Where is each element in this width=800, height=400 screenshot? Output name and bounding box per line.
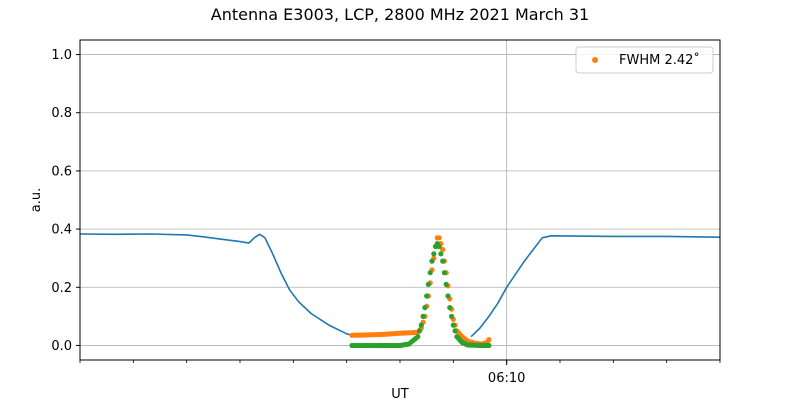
y-tick-label: 0.6 (51, 164, 72, 179)
scatter-point (440, 258, 446, 264)
series-line (79, 233, 353, 337)
scatter-point (452, 328, 458, 334)
series-line (470, 235, 721, 338)
scatter-point (486, 337, 492, 343)
scatter-point (449, 313, 455, 319)
y-tick-label: 0.8 (51, 106, 72, 121)
legend: FWHM 2.42˚ (575, 46, 714, 74)
scatter-point (445, 293, 451, 299)
scatter-point (441, 270, 447, 276)
scatter-point (486, 342, 492, 349)
legend-marker (592, 57, 598, 63)
scatter-point (417, 328, 423, 334)
chart-title: Antenna E3003, LCP, 2800 MHz 2021 March … (211, 5, 589, 24)
x-axis: 06:10 (79, 360, 721, 386)
x-axis-label: UT (391, 387, 409, 400)
scatter-point (443, 281, 449, 287)
scatter-point (425, 281, 431, 287)
legend-box (575, 46, 714, 74)
y-tick-label: 0.2 (51, 281, 72, 296)
scatter-point (427, 270, 433, 276)
scatter-point (420, 313, 426, 319)
legend-entry-label: FWHM 2.42˚ (619, 52, 700, 68)
scatter-point (422, 305, 428, 311)
x-tick-label: 06:10 (488, 371, 525, 386)
scatter-point (415, 334, 421, 340)
scatter-point (436, 235, 442, 241)
plot-series (79, 233, 721, 349)
y-axis: 0.0 0.2 0.4 0.6 0.8 1.0 (51, 48, 80, 354)
y-axis-label: a.u. (29, 188, 44, 212)
scatter-point (429, 258, 435, 264)
y-tick-label: 0.0 (51, 339, 72, 354)
y-tick-label: 1.0 (51, 48, 72, 63)
scatter-point (418, 322, 424, 328)
grid (80, 40, 720, 360)
y-tick-label: 0.4 (51, 223, 72, 238)
scatter-point (440, 246, 446, 253)
scatter-point (438, 251, 444, 257)
scatter-point (447, 305, 453, 311)
scatter-point (450, 322, 456, 328)
scatter-point (424, 293, 430, 299)
axes-frame (79, 39, 721, 361)
scatter-point (431, 251, 437, 257)
scatter-point (436, 243, 442, 250)
